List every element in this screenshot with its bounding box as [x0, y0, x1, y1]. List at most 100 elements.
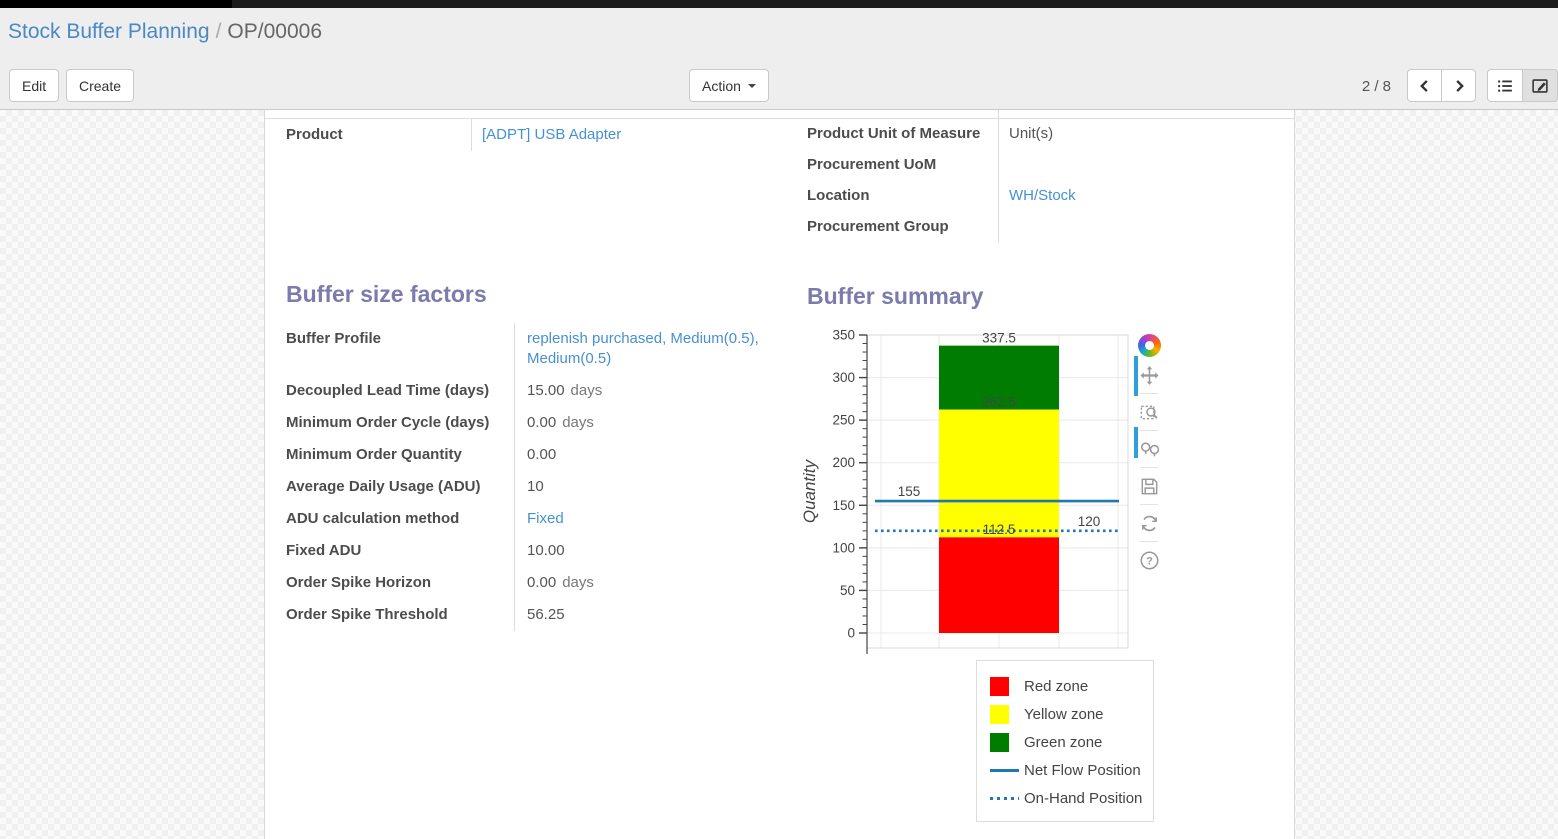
legend-label: Yellow zone	[1024, 705, 1104, 723]
legend-item-green-zone[interactable]: Green zone	[990, 728, 1153, 756]
field-value: 15.00 days	[514, 375, 778, 407]
field-label: Decoupled Lead Time (days)	[286, 382, 490, 399]
field-value	[998, 150, 1277, 181]
pager-next-button[interactable]	[1441, 69, 1476, 102]
edit-button[interactable]: Edit	[9, 69, 60, 102]
field-label: Procurement UoM	[807, 156, 937, 173]
legend-item-net-flow-position[interactable]: Net Flow Position	[990, 756, 1153, 784]
chart-modebar: ?	[1134, 330, 1164, 575]
breadcrumb-parent-link[interactable]: Stock Buffer Planning	[8, 20, 210, 43]
clipped-row-border	[265, 118, 1294, 119]
svg-text:150: 150	[832, 498, 855, 513]
legend-item-yellow-zone[interactable]: Yellow zone	[990, 700, 1153, 728]
control-panel: Stock Buffer Planning / OP/00006 Edit Crea…	[0, 8, 1558, 110]
reset-axes-icon[interactable]	[1136, 510, 1162, 536]
svg-text:262.5: 262.5	[982, 395, 1016, 410]
field-label: Product	[286, 126, 343, 143]
svg-text:112.5: 112.5	[983, 522, 1016, 537]
svg-text:120: 120	[1078, 514, 1101, 529]
caret-down-icon	[747, 83, 756, 88]
legend-item-red-zone[interactable]: Red zone	[990, 672, 1153, 700]
chart-legend: Red zone Yellow zone Green zone Net Flow Po…	[976, 660, 1154, 822]
save-image-icon[interactable]	[1136, 473, 1162, 499]
svg-text:200: 200	[832, 455, 855, 470]
buffer-size-factors-field-group: Buffer Profile replenish purchased, Mediu…	[286, 323, 778, 631]
top-navbar-brand-area	[0, 0, 232, 8]
svg-text:350: 350	[832, 328, 855, 343]
create-button[interactable]: Create	[66, 69, 135, 102]
modebar-separator	[1140, 430, 1158, 431]
modebar-active-indicator	[1134, 356, 1138, 396]
pager-count: 2 / 8	[1361, 78, 1391, 95]
info-field-group: Product Unit of Measure Unit(s) Procuremen…	[807, 119, 1277, 243]
svg-text:?: ?	[1146, 555, 1153, 567]
field-label: Location	[807, 187, 870, 204]
field-label: Minimum Order Cycle (days)	[286, 414, 490, 431]
breadcrumb-separator: /	[215, 20, 222, 43]
modebar-separator	[1140, 467, 1158, 468]
box-zoom-icon[interactable]	[1136, 399, 1162, 425]
section-title-buffer-summary: Buffer summary	[807, 283, 984, 309]
field-value: 0.00 days	[514, 567, 778, 599]
modebar-separator	[1140, 393, 1158, 394]
field-value-link[interactable]: WH/Stock	[1009, 187, 1076, 204]
pan-icon[interactable]	[1136, 362, 1162, 388]
field-value-link[interactable]: [ADPT] USB Adapter	[482, 126, 622, 143]
field-label: Order Spike Threshold	[286, 606, 448, 623]
pager-nav-group	[1407, 69, 1476, 102]
legend-label: Net Flow Position	[1024, 761, 1141, 779]
help-icon[interactable]: ?	[1136, 547, 1162, 573]
form-view-edit-icon	[1532, 78, 1548, 93]
field-label: Average Daily Usage (ADU)	[286, 478, 481, 495]
field-value: [ADPT] USB Adapter	[471, 119, 786, 151]
chevron-right-icon	[1455, 79, 1464, 92]
field-value-text: Unit(s)	[1009, 125, 1054, 142]
field-label: Order Spike Horizon	[286, 574, 432, 591]
field-row-location: Location WH/Stock	[807, 181, 1277, 212]
legend-swatch-square	[990, 732, 1024, 752]
pager-previous-button[interactable]	[1407, 69, 1442, 102]
field-value	[998, 212, 1277, 243]
modebar-separator	[1140, 541, 1158, 542]
field-value-text: 0.00	[527, 446, 557, 463]
legend-swatch-dotted-line	[990, 796, 1024, 800]
field-value-link[interactable]: replenish purchased, Medium(0.5), Medium…	[527, 330, 759, 367]
field-value-text: 10	[527, 478, 544, 495]
plotly-logo-icon[interactable]	[1136, 332, 1162, 358]
top-navbar	[0, 0, 1558, 8]
form-sheet: Product [ADPT] USB Adapter Product Unit o…	[264, 110, 1295, 839]
view-switcher-form-button[interactable]	[1522, 69, 1558, 102]
field-row-product: Product [ADPT] USB Adapter	[286, 119, 786, 157]
field-label: Buffer Profile	[286, 330, 382, 347]
svg-text:100: 100	[832, 540, 855, 555]
field-value-link[interactable]: Fixed	[527, 510, 564, 527]
field-label: Product Unit of Measure	[807, 125, 981, 142]
section-title-buffer-size-factors: Buffer size factors	[286, 281, 487, 307]
svg-text:0: 0	[847, 626, 855, 641]
field-value: replenish purchased, Medium(0.5), Medium…	[514, 323, 778, 375]
buffer-summary-chart: 0 50 100 150 200 250 300 350 Quantity 337.5 262.5 1…	[801, 328, 1129, 654]
field-value: 10	[514, 471, 778, 503]
breadcrumb-current: OP/00006	[227, 20, 322, 43]
field-row-product-unit-of-measure: Product Unit of Measure Unit(s)	[807, 119, 1277, 150]
field-row-order-spike-horizon: Order Spike Horizon 0.00 days	[286, 567, 778, 599]
legend-label: Red zone	[1024, 677, 1089, 695]
view-switcher-list-button[interactable]	[1487, 69, 1523, 102]
field-value-text: 56.25	[527, 606, 565, 623]
legend-item-on-hand-position[interactable]: On-Hand Position	[990, 784, 1153, 812]
field-value: 0.00 days	[514, 407, 778, 439]
field-row-decoupled-lead-time-days: Decoupled Lead Time (days) 15.00 days	[286, 375, 778, 407]
clipped-column-border	[998, 110, 999, 118]
field-label: Procurement Group	[807, 218, 949, 235]
field-unit-suffix: days	[562, 414, 594, 431]
zoom-in-out-icon[interactable]	[1136, 436, 1162, 462]
field-value: 0.00	[514, 439, 778, 471]
svg-text:337.5: 337.5	[982, 331, 1016, 346]
action-label: Action	[702, 77, 741, 94]
field-unit-suffix: days	[570, 382, 603, 399]
modebar-active-indicator	[1134, 427, 1138, 458]
action-dropdown-button[interactable]: Action	[689, 69, 769, 102]
field-value: 56.25	[514, 599, 778, 631]
field-row-procurement-group: Procurement Group	[807, 212, 1277, 243]
breadcrumb: Stock Buffer Planning / OP/00006	[8, 20, 322, 44]
